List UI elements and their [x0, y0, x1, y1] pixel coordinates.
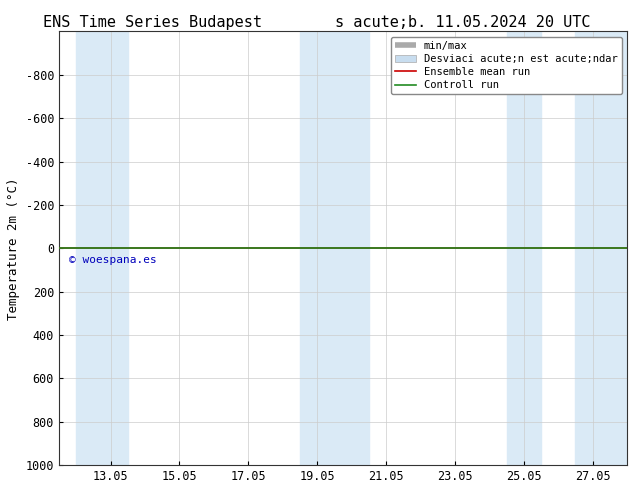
Text: © woespana.es: © woespana.es — [69, 255, 157, 265]
Bar — [576, 31, 627, 465]
Bar — [76, 31, 127, 465]
Bar — [334, 31, 369, 465]
Bar — [507, 31, 541, 465]
Bar — [300, 31, 334, 465]
Text: ENS Time Series Budapest        s acute;b. 11.05.2024 20 UTC: ENS Time Series Budapest s acute;b. 11.0… — [43, 15, 591, 30]
Y-axis label: Temperature 2m (°C): Temperature 2m (°C) — [7, 177, 20, 319]
Legend: min/max, Desviaci acute;n est acute;ndar, Ensemble mean run, Controll run: min/max, Desviaci acute;n est acute;ndar… — [391, 37, 622, 95]
